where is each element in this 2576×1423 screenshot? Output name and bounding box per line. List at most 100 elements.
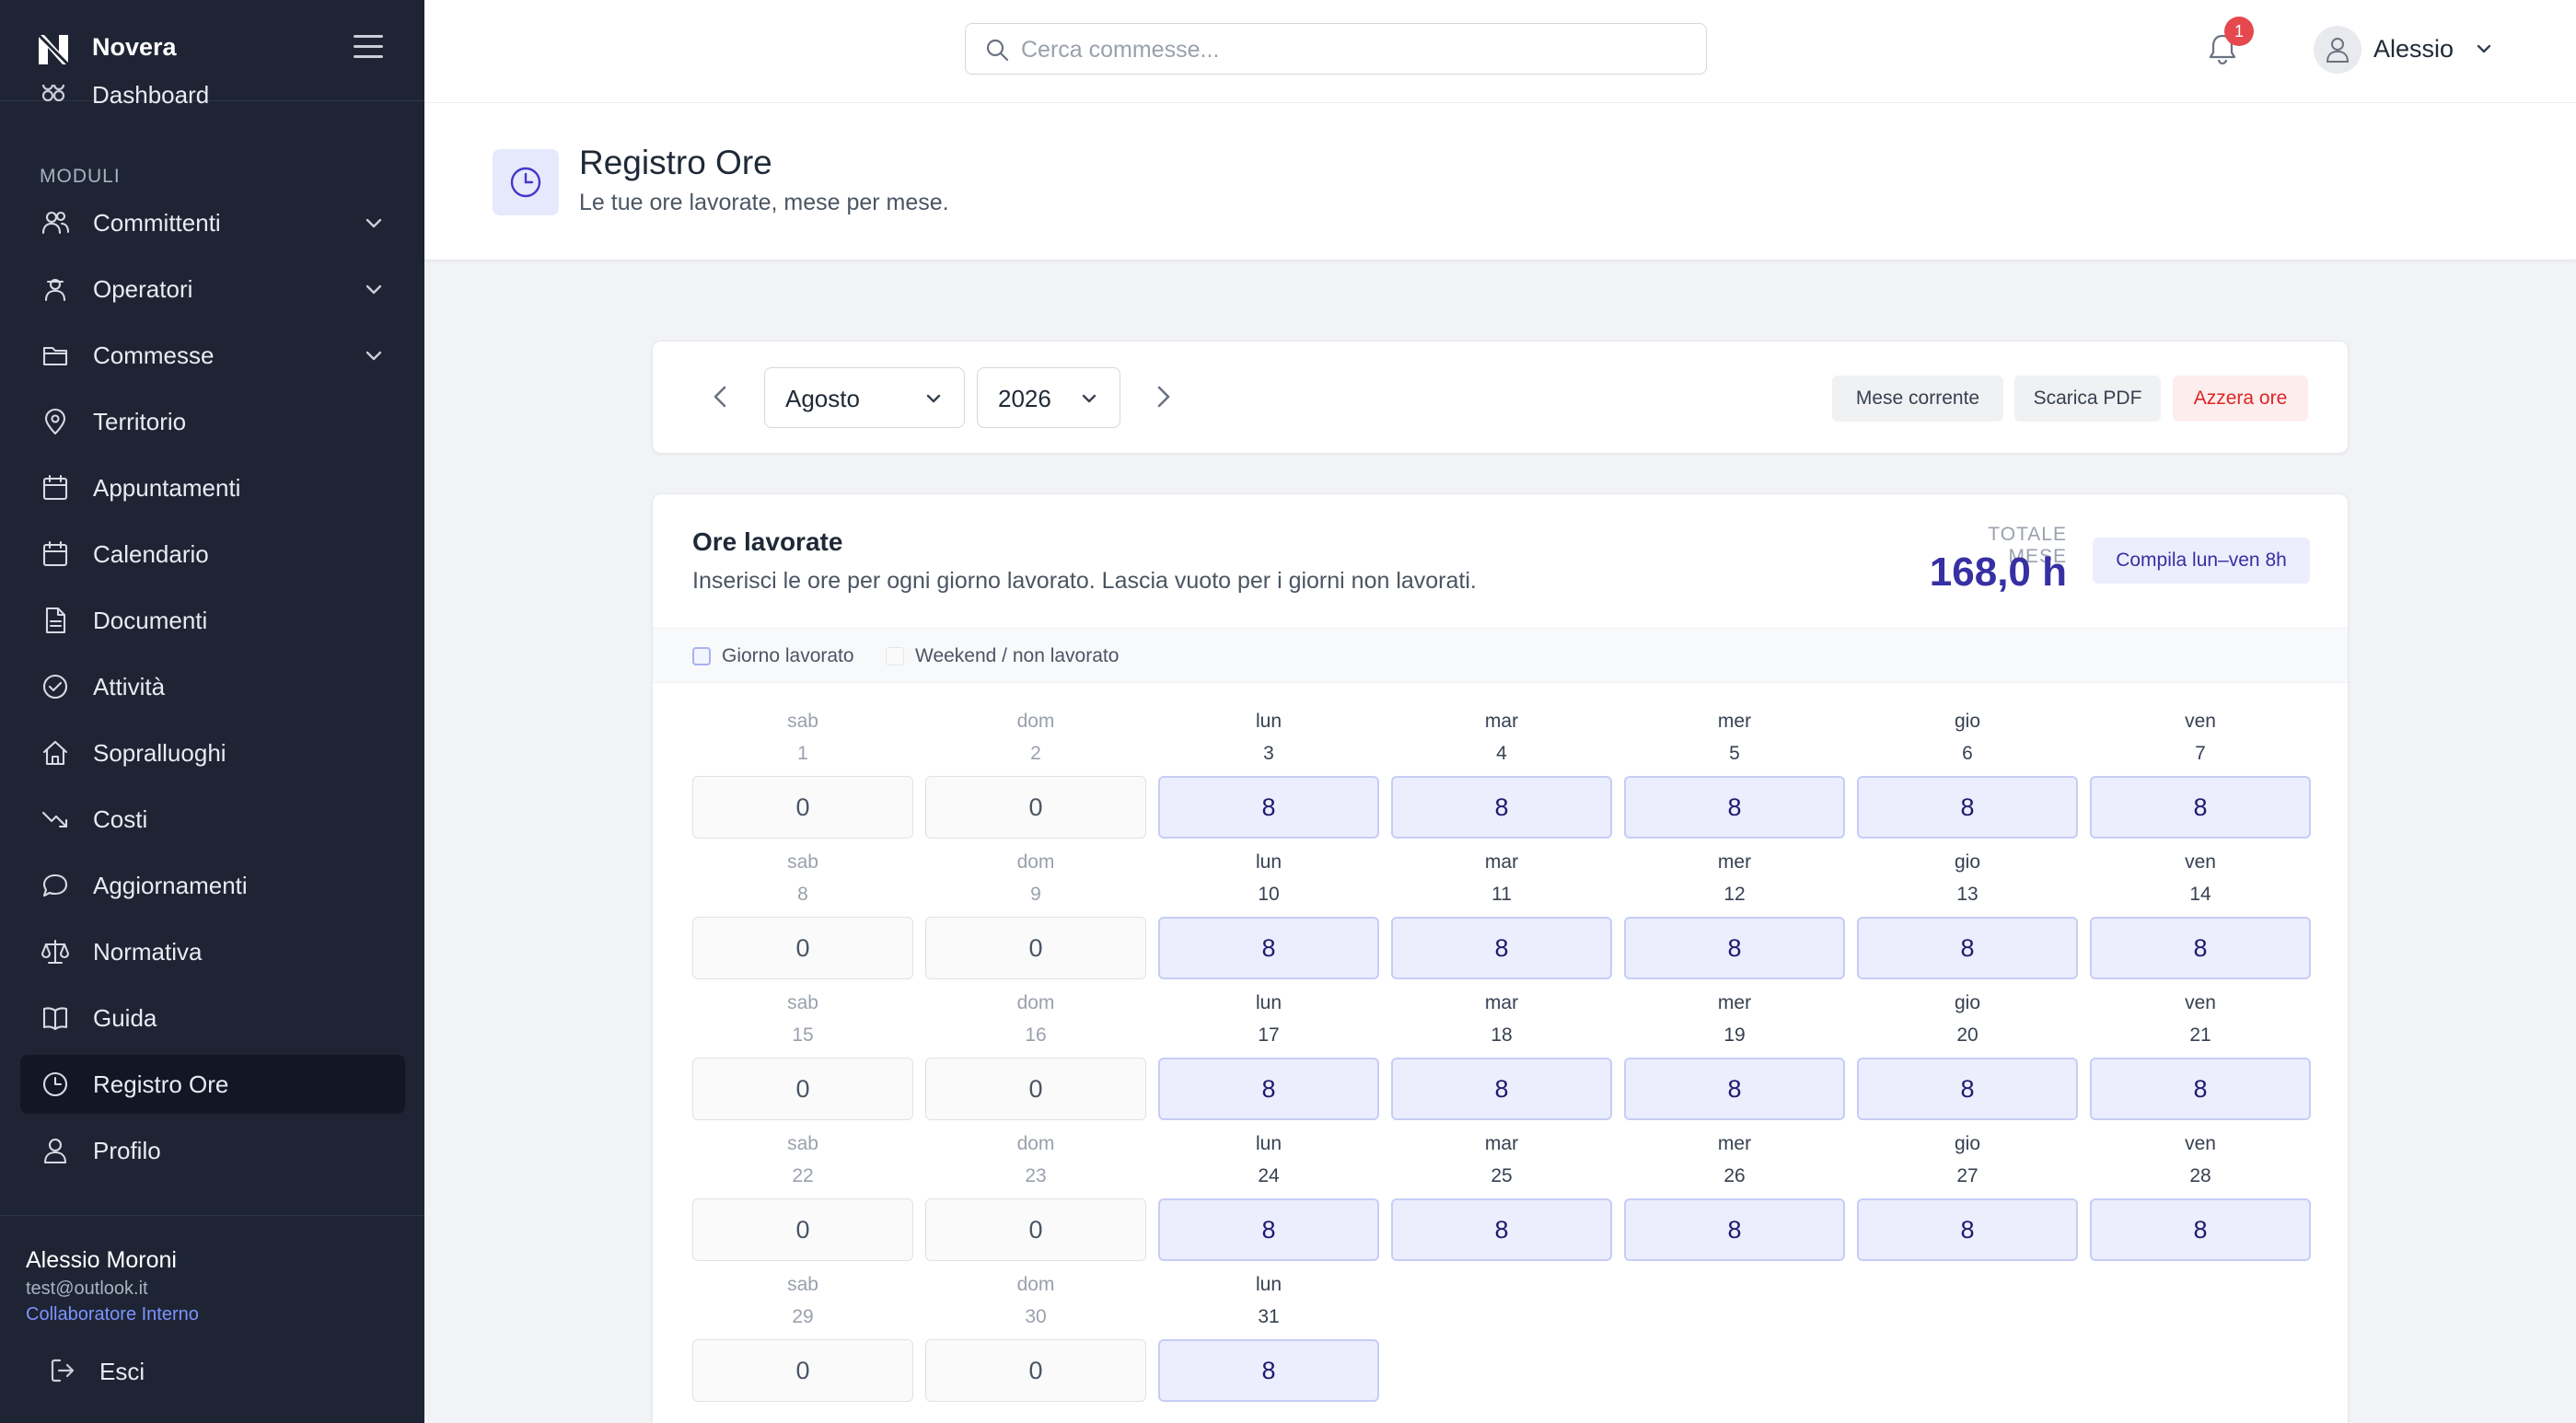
day-name: mer — [1717, 711, 1752, 732]
sidebar-item-guida[interactable]: Guida — [20, 989, 405, 1047]
chevron-down-icon[interactable] — [363, 212, 385, 234]
sidebar-item-attivit[interactable]: Attività — [20, 657, 405, 716]
page-icon — [493, 149, 559, 215]
sidebar-item-sopralluoghi[interactable]: Sopralluoghi — [20, 723, 405, 782]
day-hours-input[interactable] — [1158, 1339, 1379, 1402]
day-name: mer — [1717, 992, 1752, 1013]
day-hours-input[interactable] — [1624, 1058, 1845, 1120]
day-hours-input[interactable] — [2090, 776, 2311, 839]
user-icon — [43, 1138, 67, 1164]
day-number: 1 — [797, 743, 808, 764]
sidebar-item-profilo[interactable]: Profilo — [20, 1121, 405, 1180]
year-value: 2026 — [998, 385, 1051, 412]
sidebar-item-label: Commesse — [93, 341, 215, 369]
sidebar-item-label: Registro Ore — [93, 1070, 229, 1098]
day-hours-input[interactable] — [1391, 1058, 1612, 1120]
legend-swatch-off — [886, 647, 904, 665]
day-hours-input[interactable] — [1391, 917, 1612, 979]
day-hours-input[interactable] — [1158, 776, 1379, 839]
day-hours-input[interactable] — [2090, 1058, 2311, 1120]
day-hours-input[interactable] — [925, 776, 1146, 839]
previous-month-button[interactable] — [704, 380, 737, 413]
day-hours-input[interactable] — [1391, 1198, 1612, 1261]
fill-weekdays-button[interactable]: Compila lun–ven 8h — [2093, 538, 2310, 584]
sidebar-item-dashboard[interactable]: Dashboard — [41, 85, 390, 112]
menu-toggle-button[interactable] — [354, 35, 383, 63]
day-hours-input[interactable] — [1857, 917, 2078, 979]
logout-label: Esci — [99, 1358, 145, 1385]
next-month-button[interactable] — [1146, 380, 1179, 413]
sidebar: Novera Dashboard MODULI Committenti Opera… — [0, 0, 424, 1423]
sidebar-item-appuntamenti[interactable]: Appuntamenti — [20, 458, 405, 517]
sidebar-user-panel: Alessio Moroni test@outlook.it Collabora… — [0, 1215, 424, 1423]
day-number: 21 — [2189, 1024, 2211, 1046]
user-menu-name[interactable]: Alessio — [2373, 35, 2454, 63]
chevron-down-icon[interactable] — [2474, 39, 2494, 59]
day-name: gio — [1954, 1133, 1981, 1154]
day-hours-input[interactable] — [925, 1339, 1146, 1402]
day-hours-input[interactable] — [1857, 1198, 2078, 1261]
day-hours-input[interactable] — [2090, 1198, 2311, 1261]
day-hours-input[interactable] — [1857, 1058, 2078, 1120]
avatar[interactable] — [2314, 26, 2361, 74]
day-name: ven — [2185, 992, 2216, 1013]
sidebar-item-label: Guida — [93, 1004, 157, 1032]
sidebar-item-calendario[interactable]: Calendario — [20, 525, 405, 584]
month-value: Agosto — [785, 385, 860, 412]
day-hours-input[interactable] — [1158, 1058, 1379, 1120]
chevron-down-icon[interactable] — [363, 344, 385, 366]
month-select[interactable]: Agosto — [764, 367, 965, 428]
logo-icon — [37, 33, 70, 66]
clock-icon — [510, 167, 541, 198]
day-hours-input[interactable] — [1857, 776, 2078, 839]
day-name: gio — [1954, 992, 1981, 1013]
day-hours-input[interactable] — [1158, 917, 1379, 979]
search-input[interactable] — [1021, 33, 1684, 66]
sidebar-item-label: Operatori — [93, 275, 193, 303]
day-hours-input[interactable] — [692, 1058, 913, 1120]
day-hours-input[interactable] — [692, 1198, 913, 1261]
logout-button[interactable]: Esci — [41, 1352, 317, 1389]
day-hours-input[interactable] — [925, 917, 1146, 979]
page-title: Registro Ore — [579, 144, 772, 181]
day-name: mer — [1717, 1133, 1752, 1154]
sidebar-item-registro-ore[interactable]: Registro Ore — [20, 1055, 405, 1114]
logout-icon — [51, 1359, 75, 1383]
day-hours-input[interactable] — [925, 1058, 1146, 1120]
day-name: mer — [1717, 851, 1752, 873]
sidebar-item-committenti[interactable]: Committenti — [20, 193, 405, 252]
user-icon — [2326, 38, 2350, 63]
sidebar-item-costi[interactable]: Costi — [20, 790, 405, 849]
day-hours-input[interactable] — [1624, 776, 1845, 839]
day-hours-input[interactable] — [1624, 917, 1845, 979]
day-name: gio — [1954, 711, 1981, 732]
day-hours-input[interactable] — [692, 917, 913, 979]
day-hours-input[interactable] — [692, 1339, 913, 1402]
sidebar-item-territorio[interactable]: Territorio — [20, 392, 405, 451]
sidebar-item-normativa[interactable]: Normativa — [20, 922, 405, 981]
sidebar-item-documenti[interactable]: Documenti — [20, 591, 405, 650]
day-name: dom — [1016, 711, 1055, 732]
current-month-button[interactable]: Mese corrente — [1832, 376, 2003, 422]
legend-workday-label: Giorno lavorato — [722, 645, 854, 666]
day-hours-input[interactable] — [925, 1198, 1146, 1261]
day-hours-input[interactable] — [2090, 917, 2311, 979]
download-pdf-button[interactable]: Scarica PDF — [2014, 376, 2161, 422]
day-number: 28 — [2189, 1165, 2211, 1186]
day-hours-input[interactable] — [1158, 1198, 1379, 1261]
day-hours-input[interactable] — [692, 776, 913, 839]
day-number: 13 — [1956, 884, 1978, 905]
day-number: 3 — [1263, 743, 1274, 764]
reset-hours-button[interactable]: Azzera ore — [2173, 376, 2308, 422]
day-hours-input[interactable] — [1624, 1198, 1845, 1261]
chevron-down-icon[interactable] — [363, 278, 385, 300]
day-hours-input[interactable] — [1391, 776, 1612, 839]
day-name: lun — [1255, 1274, 1282, 1295]
sidebar-item-operatori[interactable]: Operatori — [20, 260, 405, 318]
user-full-name: Alessio Moroni — [26, 1247, 177, 1273]
hamburger-icon — [354, 35, 383, 38]
sidebar-item-aggiornamenti[interactable]: Aggiornamenti — [20, 856, 405, 915]
sidebar-item-commesse[interactable]: Commesse — [20, 326, 405, 385]
year-select[interactable]: 2026 — [977, 367, 1120, 428]
check-circle-icon — [42, 674, 68, 700]
